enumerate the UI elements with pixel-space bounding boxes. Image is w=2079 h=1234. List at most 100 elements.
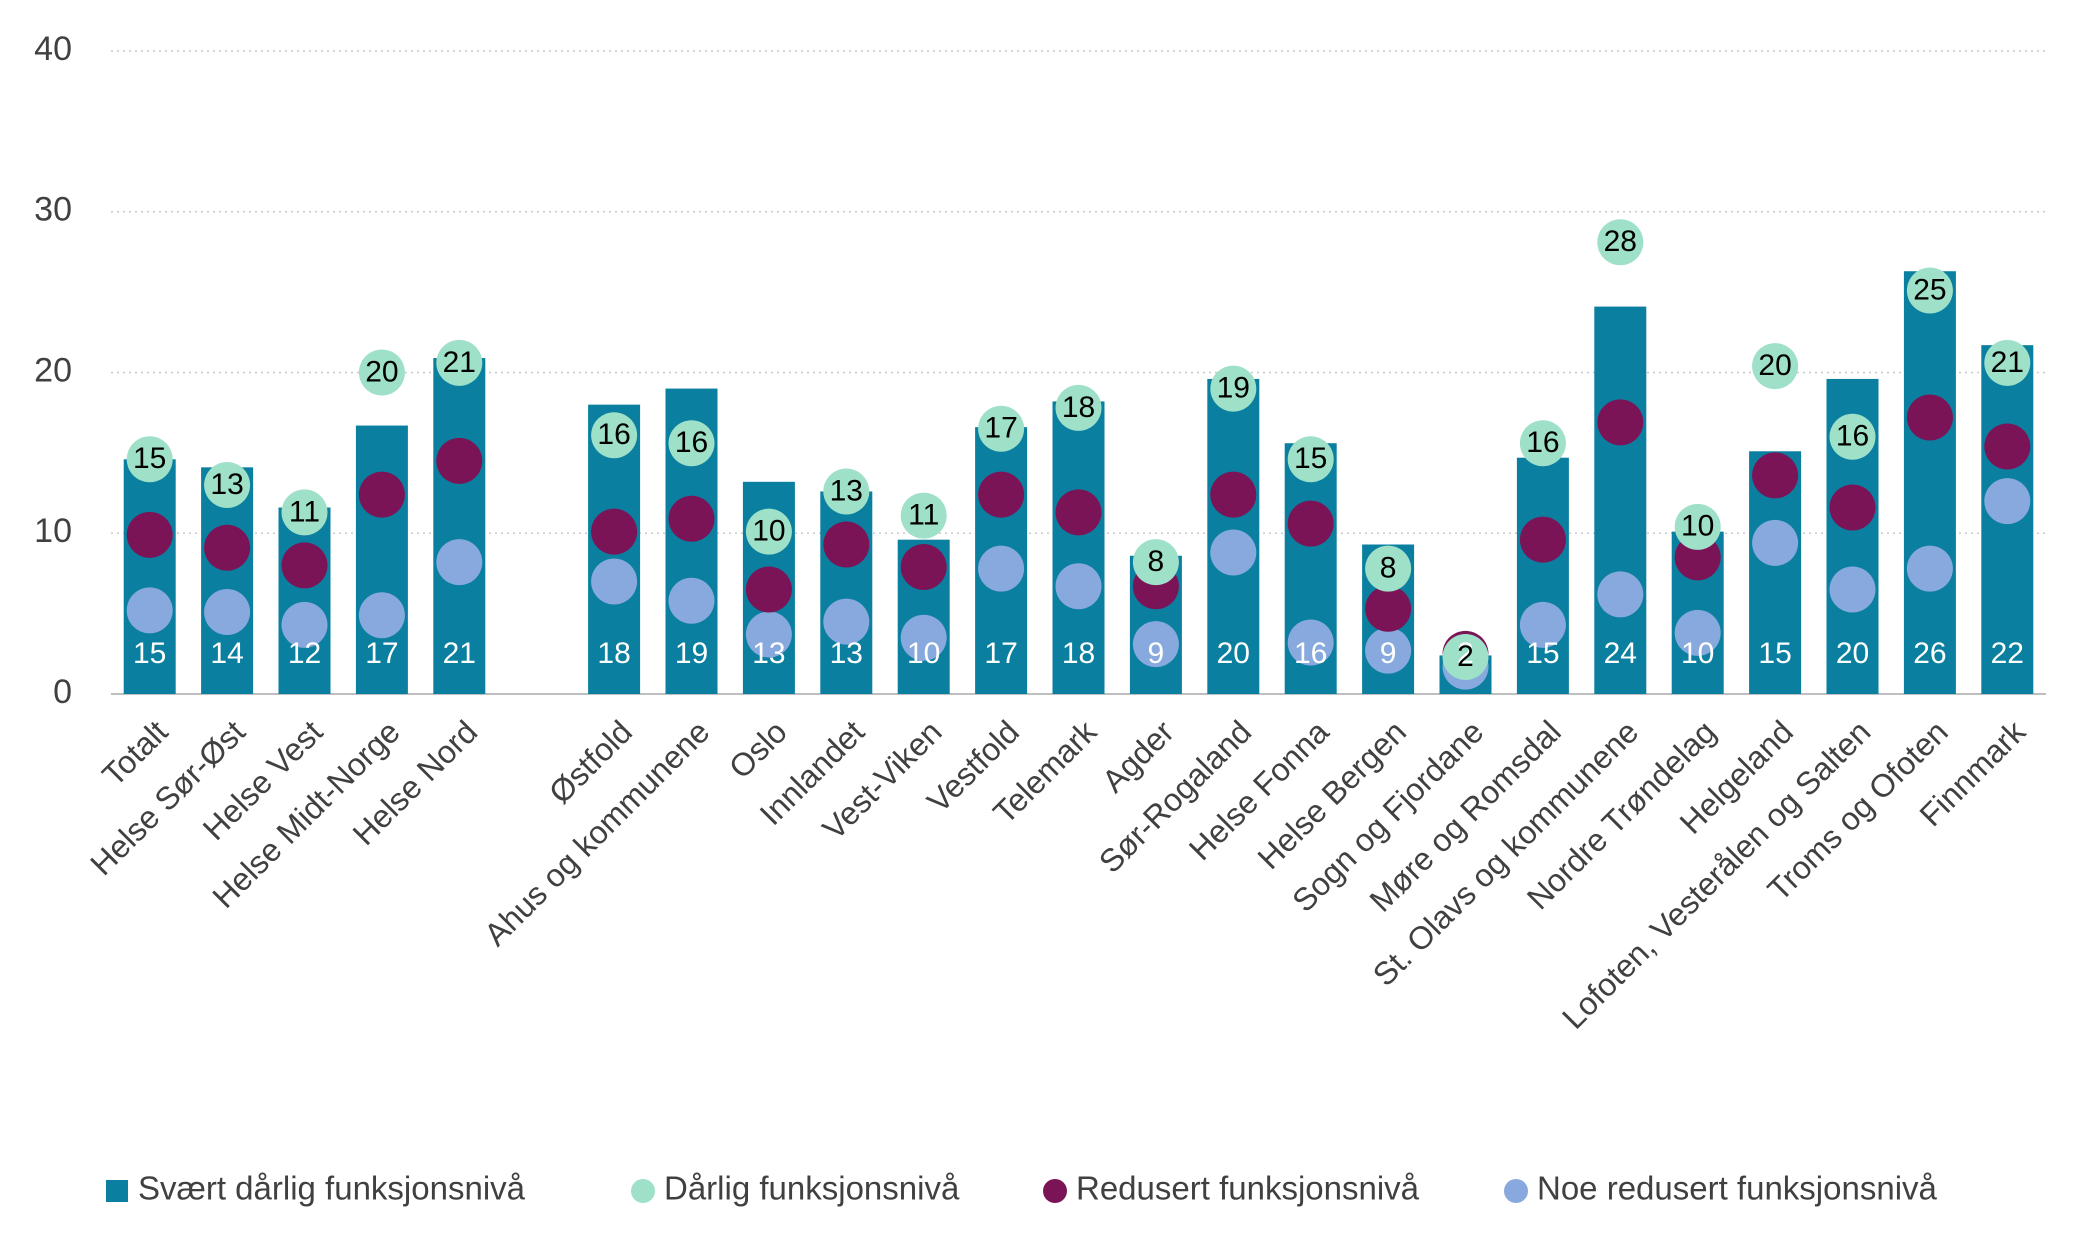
data-label: 18: [1062, 391, 1095, 424]
dot: [1055, 489, 1102, 536]
data-label: 20: [1836, 637, 1869, 670]
dot: [436, 339, 483, 386]
data-label: 25: [1913, 273, 1946, 306]
dot: [978, 471, 1025, 518]
dot: [1906, 394, 1953, 441]
dot: [1055, 384, 1102, 431]
data-label: 13: [830, 474, 863, 507]
dot: [1984, 339, 2031, 386]
data-label: 8: [1148, 545, 1165, 578]
data-label: 20: [1217, 637, 1250, 670]
dot: [591, 412, 638, 459]
data-label: 18: [1062, 637, 1095, 670]
dot: [1597, 399, 1644, 446]
y-tick-label: 40: [34, 30, 72, 68]
data-label: 11: [289, 495, 320, 528]
dot: [1442, 634, 1489, 681]
legend-swatch: [1043, 1179, 1067, 1203]
dot: [745, 566, 792, 613]
dot: [1984, 478, 2031, 525]
legend-label: Svært dårlig funksjonsnivå: [138, 1170, 526, 1207]
bar: [433, 358, 486, 694]
dot: [281, 542, 328, 589]
dot: [1829, 484, 1876, 531]
dot: [126, 436, 173, 483]
dot: [1210, 529, 1257, 576]
dot: [126, 587, 173, 634]
bar: [1594, 306, 1647, 694]
data-label: 16: [597, 418, 630, 451]
dot: [900, 492, 947, 539]
dot: [823, 521, 870, 568]
bar: [1516, 457, 1569, 694]
dot: [1365, 585, 1412, 632]
dot: [1829, 413, 1876, 460]
dot: [358, 471, 405, 518]
dot: [1287, 619, 1334, 666]
dot: [745, 611, 792, 658]
dot: [204, 589, 251, 636]
dot: [668, 577, 715, 624]
dot: [745, 508, 792, 555]
data-label: 11: [908, 498, 939, 531]
data-label: 13: [210, 468, 243, 501]
dot: [1210, 365, 1257, 412]
data-label: 24: [1604, 637, 1637, 670]
dot: [1597, 571, 1644, 618]
data-label: 15: [1758, 637, 1791, 670]
dot: [1519, 420, 1566, 467]
bar: [1052, 401, 1105, 694]
dot: [1984, 423, 2031, 470]
data-label: 21: [1991, 346, 2024, 379]
dot: [978, 545, 1025, 592]
data-label: 22: [1991, 637, 2024, 670]
data-label: 9: [1380, 637, 1397, 670]
dot: [900, 614, 947, 661]
dot: [358, 592, 405, 639]
dot: [591, 508, 638, 555]
dot: [1055, 563, 1102, 610]
legend-swatch: [631, 1179, 655, 1203]
dot: [358, 349, 405, 396]
data-label: 12: [288, 637, 321, 670]
data-label: 14: [210, 637, 243, 670]
data-label: 21: [443, 637, 476, 670]
y-tick-label: 0: [53, 673, 72, 711]
dot: [1906, 267, 1953, 314]
data-label: 10: [752, 515, 785, 548]
data-label: 10: [1681, 510, 1714, 543]
dot: [1674, 503, 1721, 550]
dot: [823, 598, 870, 645]
dot: [436, 437, 483, 484]
data-label: 17: [984, 412, 1017, 445]
data-label: 16: [1836, 420, 1869, 453]
dot: [978, 405, 1025, 452]
data-label: 28: [1604, 225, 1637, 258]
dot: [1906, 545, 1953, 592]
bar: [123, 459, 176, 694]
dot: [1210, 471, 1257, 518]
x-tick-label: Oslo: [722, 713, 794, 785]
data-label: 18: [597, 637, 630, 670]
y-tick-label: 30: [34, 191, 72, 229]
dot: [591, 558, 638, 605]
data-label: 15: [1294, 442, 1327, 475]
bar: [278, 507, 331, 694]
dot: [1752, 343, 1799, 390]
dot: [436, 539, 483, 586]
dot: [1365, 545, 1412, 592]
bar: [355, 425, 408, 694]
dot: [1287, 436, 1334, 483]
data-label: 8: [1380, 552, 1397, 585]
data-label: 17: [984, 637, 1017, 670]
data-label: 9: [1148, 637, 1165, 670]
dot: [1132, 621, 1179, 668]
dot: [1674, 609, 1721, 656]
data-label: 2: [1457, 637, 1474, 670]
data-label: 19: [1217, 371, 1250, 404]
data-label: 16: [1526, 426, 1559, 459]
data-label: 19: [675, 637, 708, 670]
data-label: 13: [752, 637, 785, 670]
data-label: 26: [1913, 637, 1946, 670]
dot: [1519, 601, 1566, 648]
